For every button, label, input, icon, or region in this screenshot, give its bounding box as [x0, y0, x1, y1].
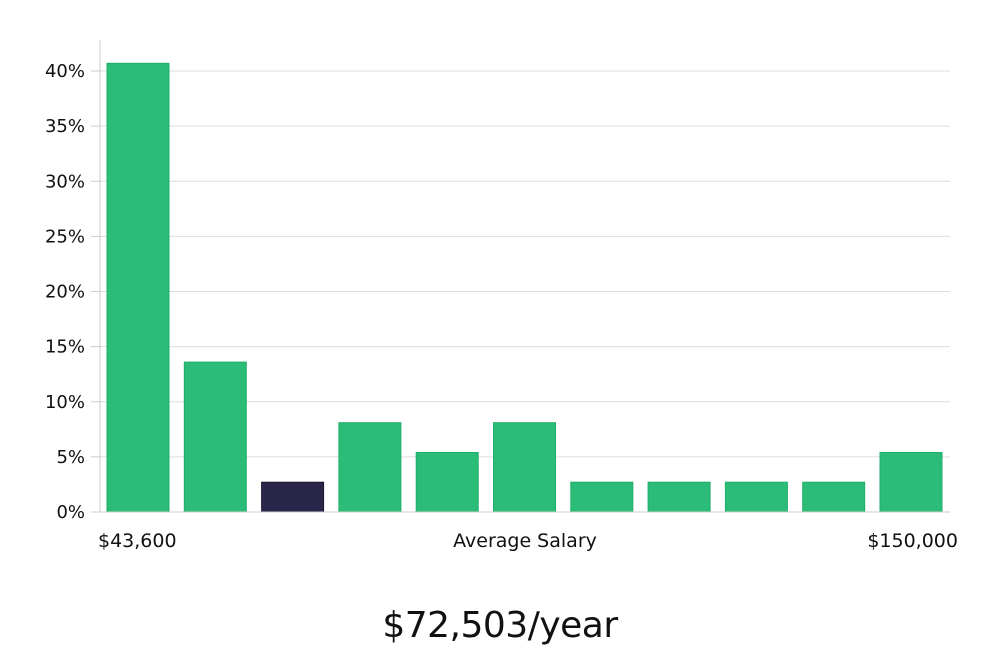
- bar: [802, 481, 866, 513]
- bar: [415, 452, 479, 513]
- y-tick-label: 40%: [45, 61, 85, 82]
- y-tick-label: 5%: [56, 447, 85, 468]
- bar: [570, 481, 634, 513]
- x-axis-title: Average Salary: [453, 530, 597, 552]
- x-max-label: $150,000: [867, 530, 958, 552]
- bar: [724, 481, 788, 513]
- bar: [647, 481, 711, 513]
- x-min-label: $43,600: [98, 530, 177, 552]
- bar: [493, 422, 556, 513]
- bar: [879, 452, 943, 513]
- bar: [183, 361, 247, 513]
- salary-histogram: 0% 5% 10% 15% 20% 25% 30% 35% 40% $43,600 Averag…: [45, 40, 958, 552]
- y-tick-label: 10%: [45, 392, 85, 413]
- y-tick-label: 15%: [45, 337, 85, 358]
- bars: [106, 62, 943, 513]
- bar: [338, 422, 402, 513]
- y-tick-label: 30%: [45, 171, 85, 192]
- bar-highlighted: [261, 481, 325, 513]
- y-axis-ticks: 0% 5% 10% 15% 20% 25% 30% 35% 40%: [45, 61, 100, 523]
- y-tick-label: 35%: [45, 116, 85, 137]
- bar: [106, 62, 170, 513]
- average-salary-value: $72,503/year: [382, 605, 618, 646]
- y-tick-label: 25%: [45, 226, 85, 247]
- y-tick-label: 20%: [45, 282, 85, 303]
- y-tick-label: 0%: [56, 502, 85, 523]
